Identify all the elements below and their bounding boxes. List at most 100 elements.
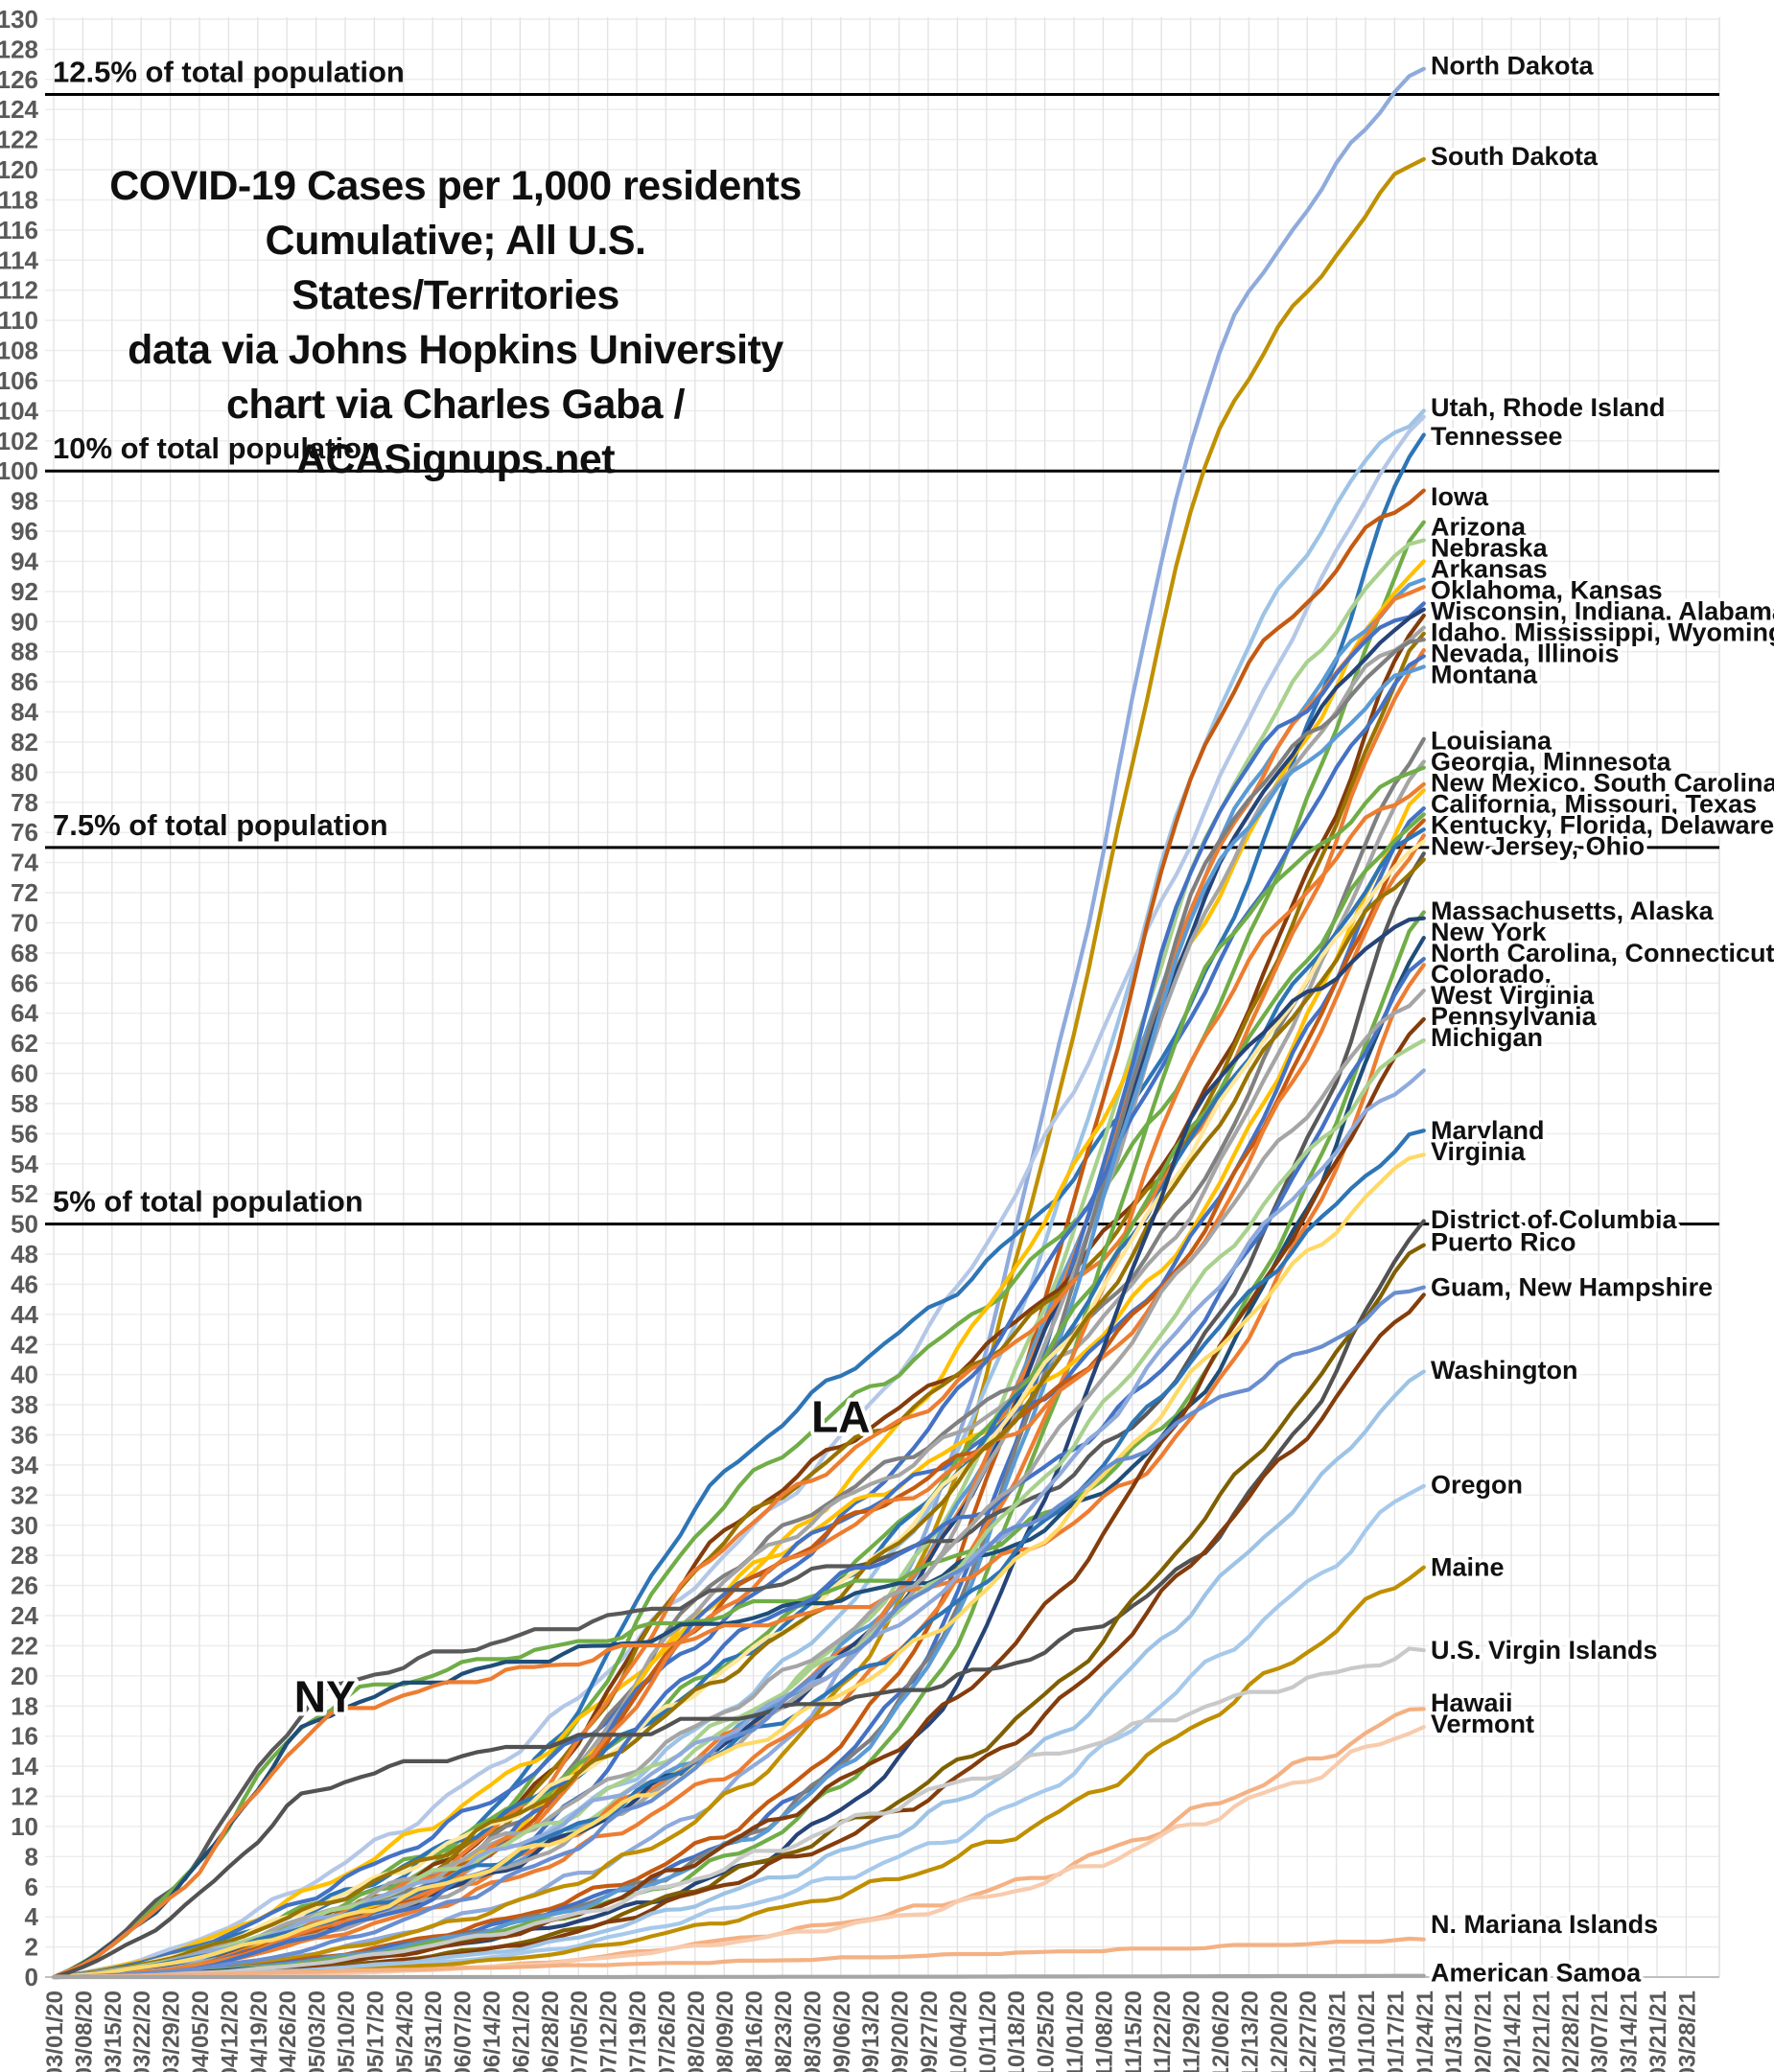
x-tick-label: 01/24/21	[1412, 1991, 1438, 2072]
state-label-michigan: Michigan	[1431, 1023, 1543, 1052]
y-tick-label: 58	[11, 1089, 38, 1118]
x-tick-label: 11/15/20	[1121, 1991, 1147, 2072]
x-tick-label: 11/22/20	[1150, 1991, 1176, 2072]
x-tick-label: 02/28/21	[1558, 1991, 1584, 2072]
y-tick-label: 122	[0, 126, 38, 154]
x-tick-label: 03/07/21	[1587, 1991, 1613, 2072]
x-tick-label: 04/05/20	[188, 1991, 214, 2072]
x-tick-label: 08/30/20	[800, 1991, 826, 2072]
x-tick-label: 05/03/20	[305, 1991, 331, 2072]
series-line-virginia	[51, 1152, 1426, 1980]
y-tick-label: 82	[11, 728, 38, 757]
y-tick-label: 80	[11, 757, 38, 786]
y-tick-label: 96	[11, 517, 38, 546]
x-tick-label: 11/01/20	[1062, 1991, 1088, 2072]
x-tick-label: 03/15/20	[101, 1991, 127, 2072]
series-line-vermont	[51, 1725, 1426, 1980]
x-tick-label: 03/01/20	[42, 1991, 68, 2072]
state-label-u-s-virgin-islands: U.S. Virgin Islands	[1431, 1636, 1658, 1665]
x-tick-label: 12/06/20	[1208, 1991, 1234, 2072]
x-tick-label: 06/07/20	[451, 1991, 477, 2072]
y-tick-label: 68	[11, 939, 38, 967]
x-tick-label: 05/31/20	[421, 1991, 447, 2072]
x-tick-label: 07/12/20	[596, 1991, 622, 2072]
y-tick-label: 2	[25, 1933, 38, 1962]
x-tick-label: 08/09/20	[712, 1991, 738, 2072]
state-label-puerto-rico: Puerto Rico	[1431, 1227, 1576, 1256]
x-tick-label: 08/16/20	[742, 1991, 768, 2072]
x-tick-label: 05/10/20	[334, 1991, 360, 2072]
y-tick-label: 74	[11, 849, 38, 877]
x-tick-label: 01/03/21	[1325, 1991, 1351, 2072]
y-tick-label: 20	[11, 1662, 38, 1690]
series-line-puerto-rico	[51, 1243, 1426, 1980]
x-tick-label: 05/17/20	[362, 1991, 388, 2072]
x-tick-label: 10/11/20	[975, 1991, 1001, 2072]
x-tick-label: 02/14/21	[1500, 1991, 1526, 2072]
series-line-american-samoa	[51, 1973, 1426, 1980]
x-tick-label: 09/27/20	[917, 1991, 943, 2072]
y-tick-label: 26	[11, 1571, 38, 1600]
state-label-hawaii: Hawaii	[1431, 1688, 1513, 1717]
y-tick-label: 54	[11, 1150, 38, 1178]
x-tick-label: 09/20/20	[888, 1991, 914, 2072]
state-label-california-missouri-texas: California, Missouri, Texas	[1431, 789, 1757, 818]
state-label-district-of-columbia: District of Columbia	[1431, 1205, 1677, 1234]
x-tick-label: 11/08/20	[1091, 1991, 1117, 2072]
state-label-tennessee: Tennessee	[1431, 422, 1563, 451]
chart-title: COVID-19 Cases per 1,000 residents Cumul…	[105, 159, 805, 487]
y-tick-label: 24	[11, 1601, 38, 1630]
x-tick-label: 01/17/21	[1383, 1991, 1409, 2072]
x-tick-label: 06/21/20	[508, 1991, 534, 2072]
y-tick-label: 116	[0, 216, 38, 244]
state-label-iowa: Iowa	[1431, 482, 1489, 511]
y-tick-label: 34	[11, 1451, 38, 1479]
y-tick-label: 94	[11, 547, 38, 575]
y-tick-label: 90	[11, 607, 38, 636]
x-tick-label: 07/05/20	[567, 1991, 593, 2072]
state-label-wisconsin-indiana-alabama: Wisconsin, Indiana, Alabama	[1431, 596, 1774, 625]
y-tick-label: 22	[11, 1631, 38, 1660]
y-tick-label: 106	[0, 366, 38, 395]
y-tick-label: 110	[0, 306, 38, 335]
y-tick-label: 126	[0, 65, 38, 94]
x-tick-label: 12/27/20	[1295, 1991, 1321, 2072]
state-label-west-virginia: West Virginia	[1431, 981, 1595, 1010]
annotation-ny: NY	[294, 1672, 356, 1722]
y-tick-label: 66	[11, 968, 38, 997]
y-tick-label: 28	[11, 1541, 38, 1570]
refline-label-100: 10% of total population	[53, 431, 380, 465]
y-tick-label: 18	[11, 1691, 38, 1720]
chart-title-line-4: chart via Charles Gaba / ACASignups.net	[226, 382, 685, 482]
y-tick-label: 14	[11, 1752, 38, 1781]
chart-title-line-2: Cumulative; All U.S. States/Territories	[265, 218, 646, 318]
y-tick-label: 86	[11, 667, 38, 696]
state-label-utah-rhode-island: Utah, Rhode Island	[1431, 393, 1666, 422]
series-line-district-of-columbia	[51, 1219, 1426, 1980]
x-tick-label: 06/14/20	[479, 1991, 505, 2072]
state-label-massachusetts-alaska: Massachusetts, Alaska	[1431, 896, 1715, 925]
state-label-idaho-mississippi-wyoming: Idaho, Mississippi, Wyoming	[1431, 617, 1774, 646]
y-tick-label: 128	[0, 35, 38, 63]
x-tick-label: 06/28/20	[538, 1991, 564, 2072]
y-tick-label: 46	[11, 1269, 38, 1298]
y-tick-label: 4	[25, 1902, 39, 1931]
x-tick-label: 03/28/21	[1674, 1991, 1700, 2072]
y-tick-label: 112	[0, 276, 38, 305]
y-tick-label: 8	[25, 1842, 38, 1871]
state-label-washington: Washington	[1431, 1356, 1577, 1385]
y-tick-label: 130	[0, 5, 38, 34]
state-label-new-york: New York	[1431, 918, 1548, 946]
series-line-montana	[51, 664, 1426, 1980]
y-tick-label: 102	[0, 427, 38, 455]
x-tick-label: 04/19/20	[246, 1991, 272, 2072]
series-line-arizona	[51, 520, 1426, 1980]
y-tick-label: 52	[11, 1179, 38, 1208]
state-label-virginia: Virginia	[1431, 1137, 1527, 1166]
y-tick-label: 10	[11, 1812, 38, 1841]
x-tick-label: 04/26/20	[275, 1991, 301, 2072]
y-tick-label: 98	[11, 487, 38, 516]
state-label-kentucky-florida-delaware: Kentucky, Florida, Delaware	[1431, 810, 1774, 839]
y-tick-label: 42	[11, 1330, 38, 1359]
